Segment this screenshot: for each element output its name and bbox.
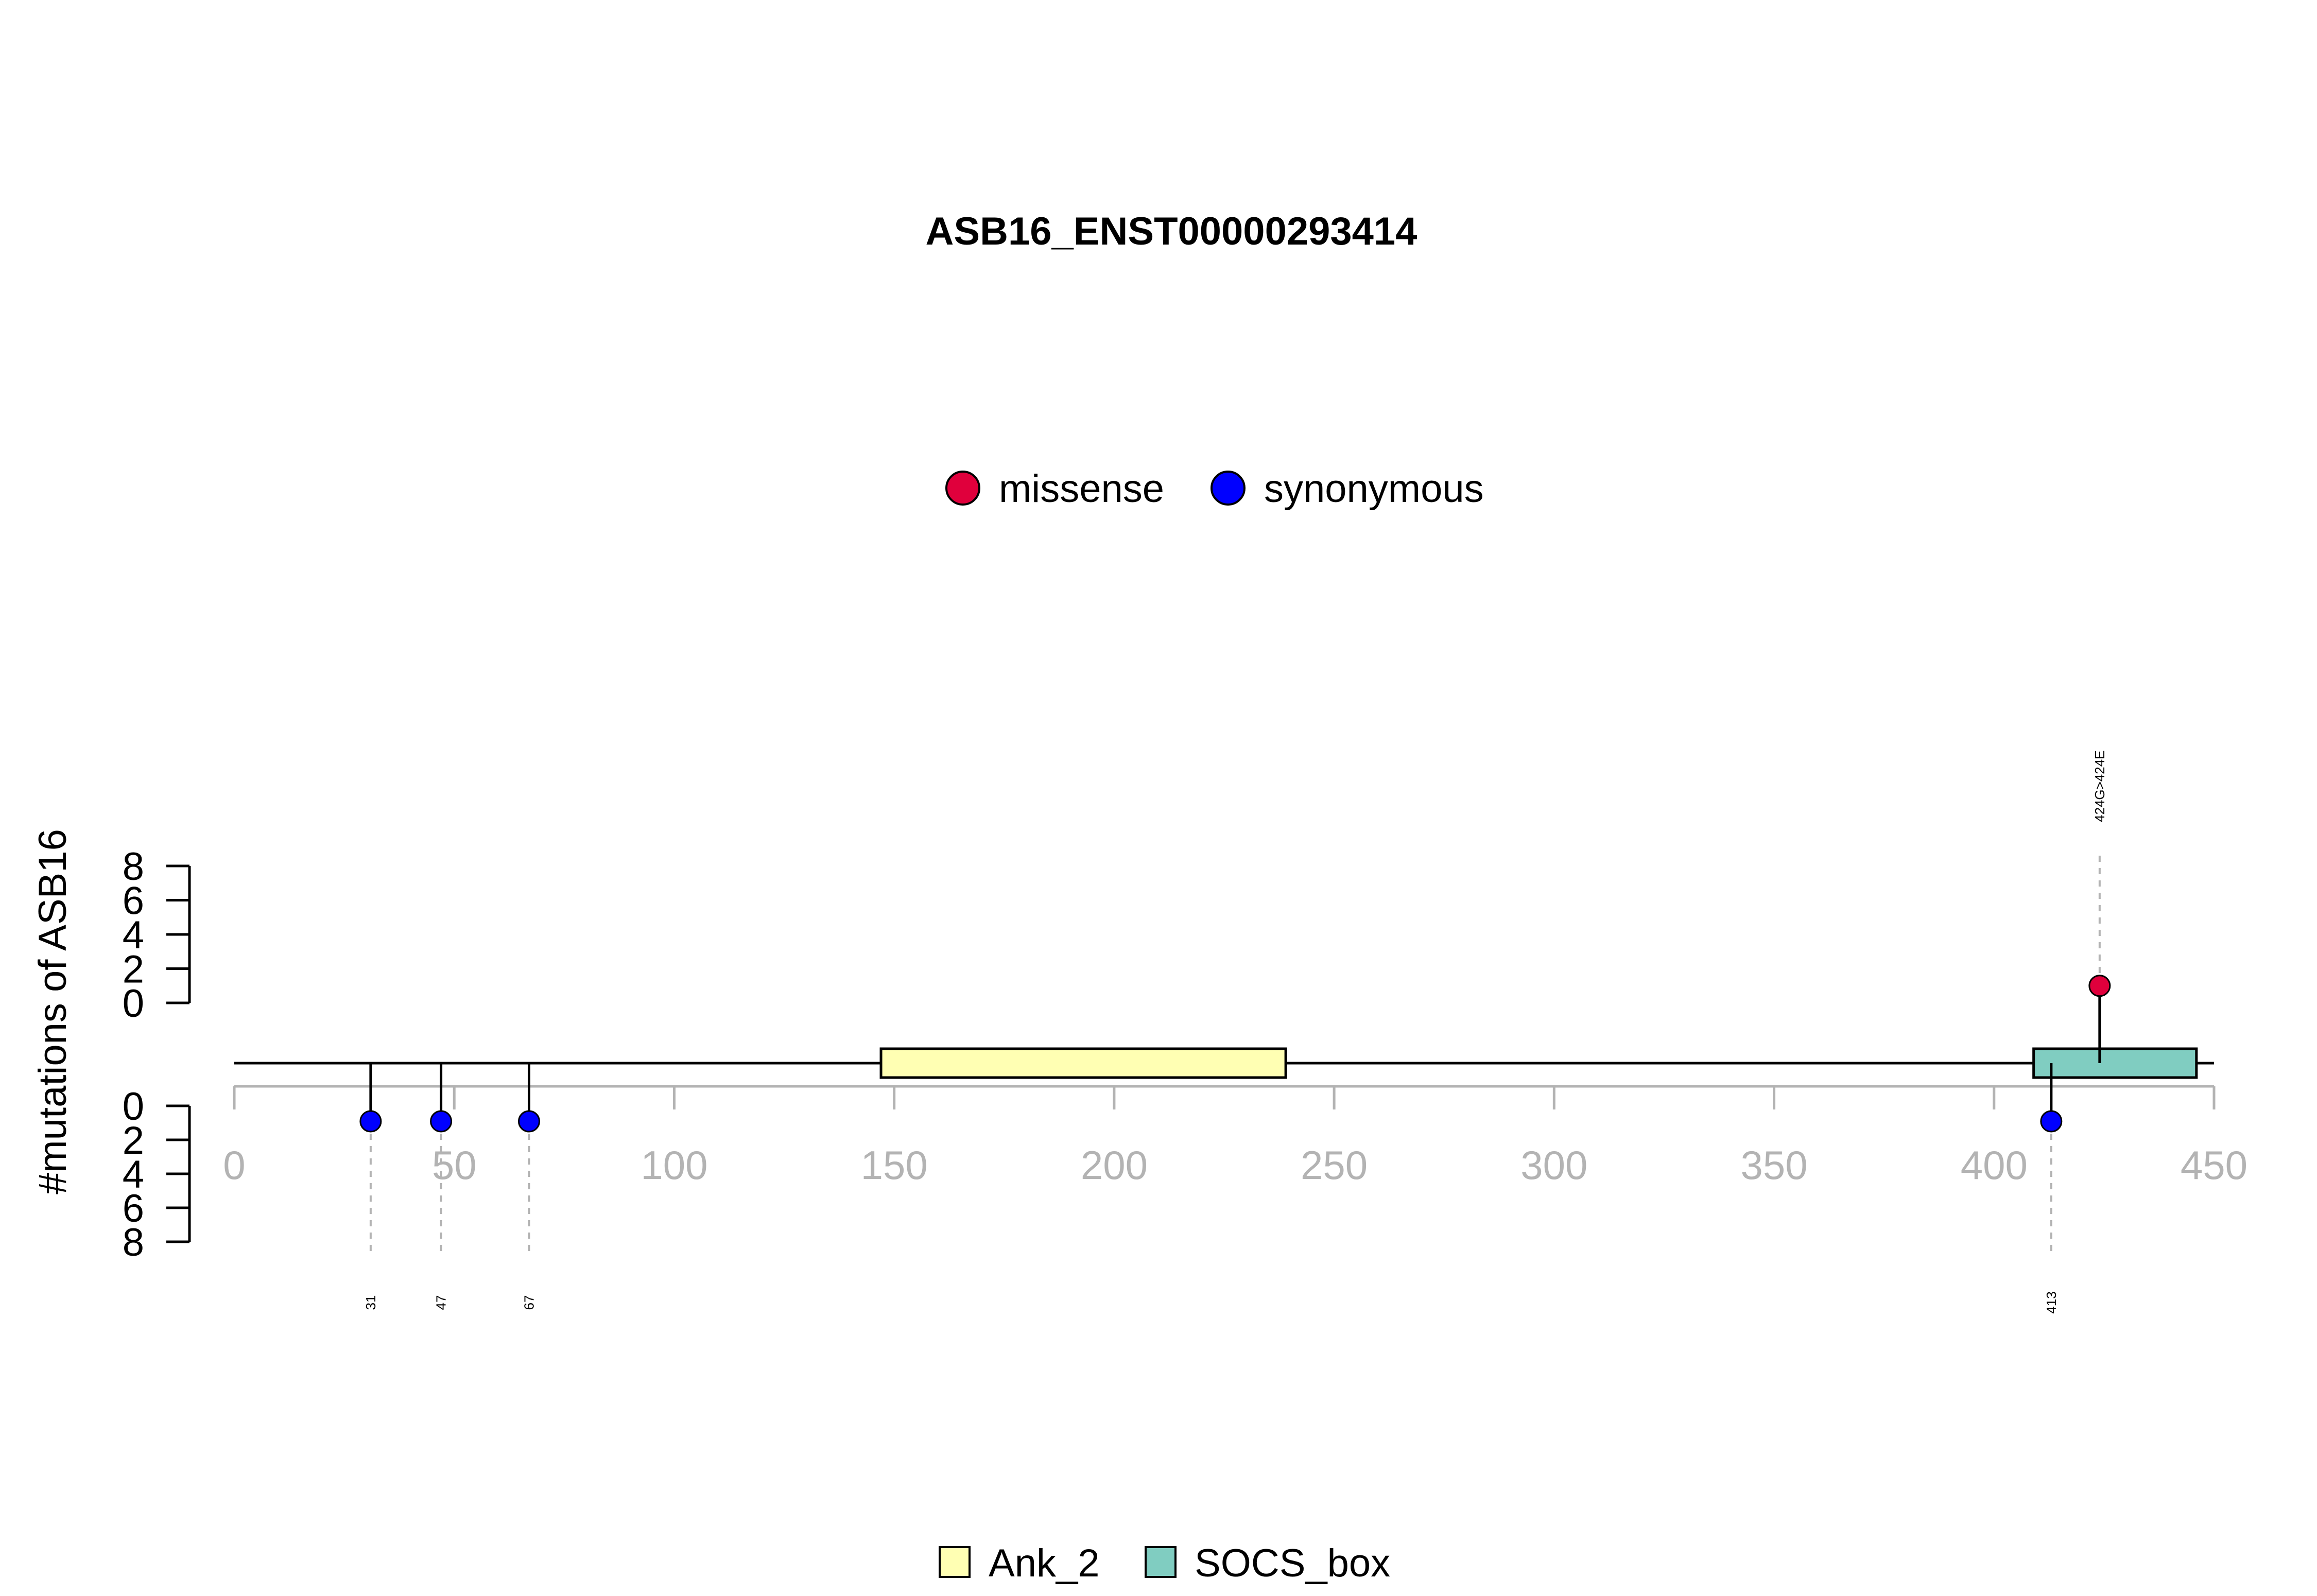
mutation-label: 31 <box>363 1295 378 1310</box>
x-tick-label: 150 <box>861 1142 928 1188</box>
x-tick-label: 250 <box>1301 1142 1368 1188</box>
mutation-point <box>2088 975 2111 997</box>
upper-y-tick-label: 8 <box>123 845 144 889</box>
upper-y-tick-label: 2 <box>123 948 144 992</box>
lower-y-tick-label: 2 <box>123 1119 144 1163</box>
legend-missense-marker <box>945 471 980 506</box>
chart-title: ASB16_ENST00000293414 <box>926 210 1417 253</box>
y-axis-label: #mutations of ASB16 <box>31 829 75 1194</box>
legend-synonymous-label: synonymous <box>1264 467 1484 511</box>
x-tick-label: 300 <box>1520 1142 1587 1188</box>
lower-y-tick-label: 8 <box>123 1221 144 1264</box>
x-tick-label: 200 <box>1081 1142 1148 1188</box>
legend-ank-2-swatch <box>939 1546 971 1578</box>
x-tick-label: 0 <box>223 1142 245 1188</box>
legend-missense-label: missense <box>999 467 1164 511</box>
lower-y-tick-label: 6 <box>123 1187 144 1230</box>
mutation-point <box>359 1110 382 1133</box>
mutation-label: 413 <box>2044 1291 2059 1313</box>
mutation-guide-lines <box>369 856 2101 1252</box>
upper-y-tick-label: 6 <box>123 879 144 923</box>
x-tick-label: 450 <box>2181 1142 2247 1188</box>
mutation-labels: 31 47 67 413 424G>424E <box>363 750 2107 1313</box>
x-tick-label: 400 <box>1961 1142 2028 1188</box>
upper-y-tick-label: 4 <box>123 913 144 957</box>
domain-legend: Ank_2 SOCS_box <box>939 1541 1390 1585</box>
mutation-point <box>517 1110 540 1133</box>
x-tick-label: 50 <box>432 1142 477 1188</box>
mutation-point <box>430 1110 453 1133</box>
mutation-legend: missense synonymous <box>945 467 1484 511</box>
lower-y-tick-label: 4 <box>123 1153 144 1196</box>
mutation-point <box>2040 1110 2063 1133</box>
legend-synonymous-marker <box>1211 471 1246 506</box>
x-tick-label: 100 <box>641 1142 707 1188</box>
x-axis: 0 50 100 150 200 250 300 350 400 450 <box>223 1085 2247 1188</box>
upper-y-tick-label: 0 <box>123 982 144 1026</box>
mutation-label: 424G>424E <box>2092 750 2107 822</box>
mutation-label: 47 <box>434 1295 449 1310</box>
lower-y-tick-label: 0 <box>123 1085 144 1129</box>
domain-boxes <box>879 1047 2198 1079</box>
legend-socs-box-label: SOCS_box <box>1195 1541 1390 1585</box>
mutation-label: 67 <box>521 1295 537 1310</box>
domain-ank-2 <box>879 1047 1287 1079</box>
domain-socs-box <box>2032 1047 2198 1079</box>
mutation-lollipops <box>359 975 2111 1133</box>
legend-socs-box-swatch <box>1145 1546 1177 1578</box>
legend-ank-2-label: Ank_2 <box>989 1541 1100 1585</box>
x-tick-label: 350 <box>1740 1142 1807 1188</box>
